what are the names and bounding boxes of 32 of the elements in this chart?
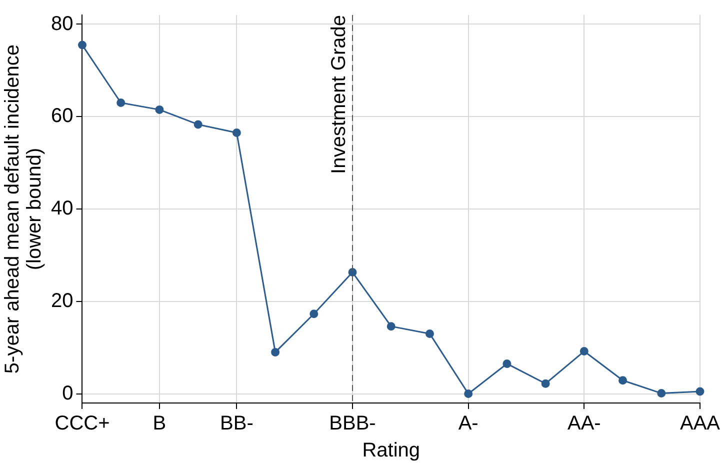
y-tick-label: 40 [50, 198, 74, 220]
point [78, 40, 86, 50]
point [155, 105, 164, 114]
point [618, 376, 628, 385]
x-tick-label: AAA [680, 412, 721, 435]
x-tick-label: BBB- [329, 412, 376, 435]
y-axis-title: 5-year ahead mean default incidence (lower bound) [2, 44, 46, 374]
ref-line-label: Investment Grade [328, 15, 350, 174]
point [386, 322, 396, 331]
point [271, 348, 280, 356]
point [657, 389, 666, 398]
point [541, 379, 550, 388]
point [464, 390, 473, 398]
x-tick-label: BB- [220, 412, 254, 435]
point [232, 128, 241, 138]
x-tick-label: AA- [567, 412, 601, 435]
x-tick-label: B [152, 412, 166, 435]
x-tick-label: CCC+ [54, 412, 110, 435]
point [425, 329, 434, 338]
y-tick-label: 20 [50, 290, 74, 312]
point [194, 120, 202, 129]
point [348, 268, 357, 277]
point [116, 98, 126, 108]
y-tick-label: 80 [50, 12, 74, 35]
point [310, 310, 318, 318]
y-tick-label: 60 [50, 105, 74, 128]
y-tick-label: 0 [62, 382, 74, 404]
x-axis-title: Rating [362, 440, 420, 462]
point [580, 347, 588, 356]
point [502, 359, 512, 368]
point [696, 387, 704, 396]
x-tick-label: A- [458, 412, 478, 435]
